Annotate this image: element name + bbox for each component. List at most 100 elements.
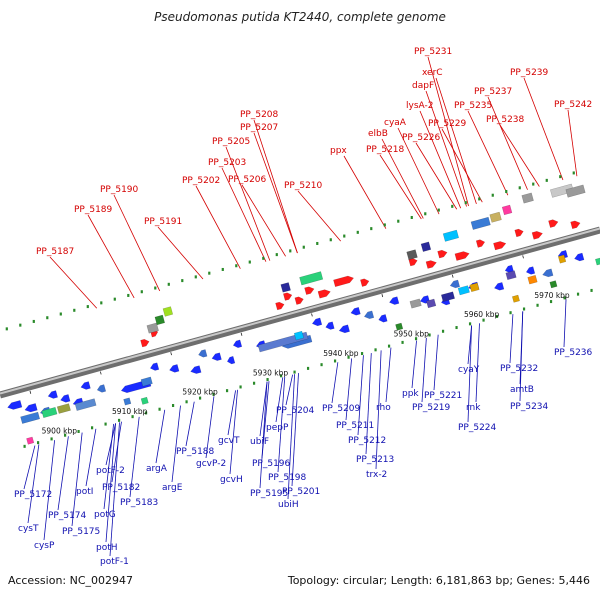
forward-label-line [425,90,467,207]
track-dot [171,404,175,408]
gene-arrow [226,356,236,365]
forward-gene-arrow [531,231,543,240]
reverse-gene-block [140,376,153,387]
track-dot [532,182,535,186]
forward-gene-label: xerC [422,68,443,78]
forward-gene-label: PP_5218 [366,145,405,155]
reverse-gene-label: PP_5224 [458,423,497,433]
gene-arrow [493,241,507,251]
gene-arrow [190,365,202,374]
gene-arrow [333,275,354,287]
track-dot [428,333,431,337]
reverse-gene-label: amtB [510,385,534,395]
forward-label-line [415,142,458,210]
gene-block [395,322,404,331]
reverse-label-line [27,444,40,524]
track-dot [117,418,121,422]
reverse-label-line [331,362,339,404]
reverse-gene-label: ubiF [250,437,269,447]
track-dot [262,256,265,260]
gene-block [146,322,159,334]
track-dot [482,318,485,322]
track-dot [437,208,440,212]
gene-arrow [531,231,543,240]
reverse-gene-arrow [338,324,350,334]
track-dot [208,271,211,275]
forward-gene-block [501,204,513,216]
reverse-gene-label: PP_5198 [268,473,307,483]
tick-label: 5950 kbp [394,330,430,339]
reverse-gene-label: PP_5204 [276,406,315,416]
gene-arrow [169,364,180,373]
tick-label: 5960 kbp [464,310,500,319]
forward-label-line [467,110,509,196]
forward-gene-label: PP_5237 [474,87,512,97]
forward-gene-label: PP_5189 [74,205,113,215]
forward-gene-block [565,184,586,198]
track-dot [347,355,350,359]
tick-mark [99,371,102,375]
reverse-label-line [509,314,514,364]
gene-block [162,306,174,317]
reverse-gene-arrow [504,264,514,274]
forward-label-line [225,146,271,261]
tick-mark [29,390,32,394]
reverse-label-line [171,405,181,483]
reverse-gene-label: PP_5212 [348,436,386,446]
track-dot [316,241,319,245]
forward-gene-arrow [140,339,150,348]
track-dot [127,293,130,297]
gene-arrow [140,339,150,348]
track-dot [154,286,157,290]
track-dot [248,260,251,264]
reverse-label-line [129,416,140,498]
forward-gene-block [442,229,459,242]
reverse-gene-arrow [232,339,243,348]
reverse-label-line [375,350,382,470]
reverse-gene-arrow [311,317,323,327]
reverse-gene-label: PP_5213 [356,455,394,465]
tick-label: 5930 kbp [253,368,289,377]
reverse-gene-arrow [7,400,23,410]
track-dot [239,385,242,389]
forward-label-line [435,77,477,204]
reverse-label-line [71,432,83,527]
reverse-label-line [467,325,473,423]
track-dot [302,245,305,249]
reverse-gene-label: gcvP-2 [196,459,226,469]
forward-gene-label: PP_5208 [240,110,279,120]
forward-label-line [487,96,528,190]
reverse-label-line [111,421,122,483]
label-lines [23,56,578,557]
forward-gene-arrow [570,220,581,230]
track-dot [590,288,593,292]
forward-label-line [381,138,424,219]
forward-gene-label: PP_5242 [554,100,592,110]
reverse-label-line [285,374,293,406]
reverse-label-line [259,381,268,437]
track-dot [451,204,454,208]
track-dot [387,344,391,348]
track-dot [144,411,148,415]
gene-block [521,192,534,204]
track-dot [424,212,427,216]
reverse-gene-label: gcvH [220,475,243,485]
reverse-gene-arrow [24,403,38,413]
forward-gene-label: PP_5210 [284,181,323,191]
reverse-label-line [185,401,195,447]
reverse-gene-block [20,411,40,424]
track-dot [329,238,332,242]
tick-label: 5900 kbp [42,426,78,435]
gene-block [442,229,459,242]
track-dot [397,219,400,223]
reverse-gene-label: PP_5183 [120,498,158,508]
reverse-gene-arrow [389,296,400,305]
track-dot [279,374,283,378]
gene-arrow [475,239,486,248]
reverse-gene-label: potF-1 [100,557,129,567]
forward-gene-arrow [437,249,448,259]
gene-block [20,411,40,424]
reverse-label-line [385,347,392,403]
forward-label-line [297,190,341,242]
gene-arrow [304,286,315,295]
